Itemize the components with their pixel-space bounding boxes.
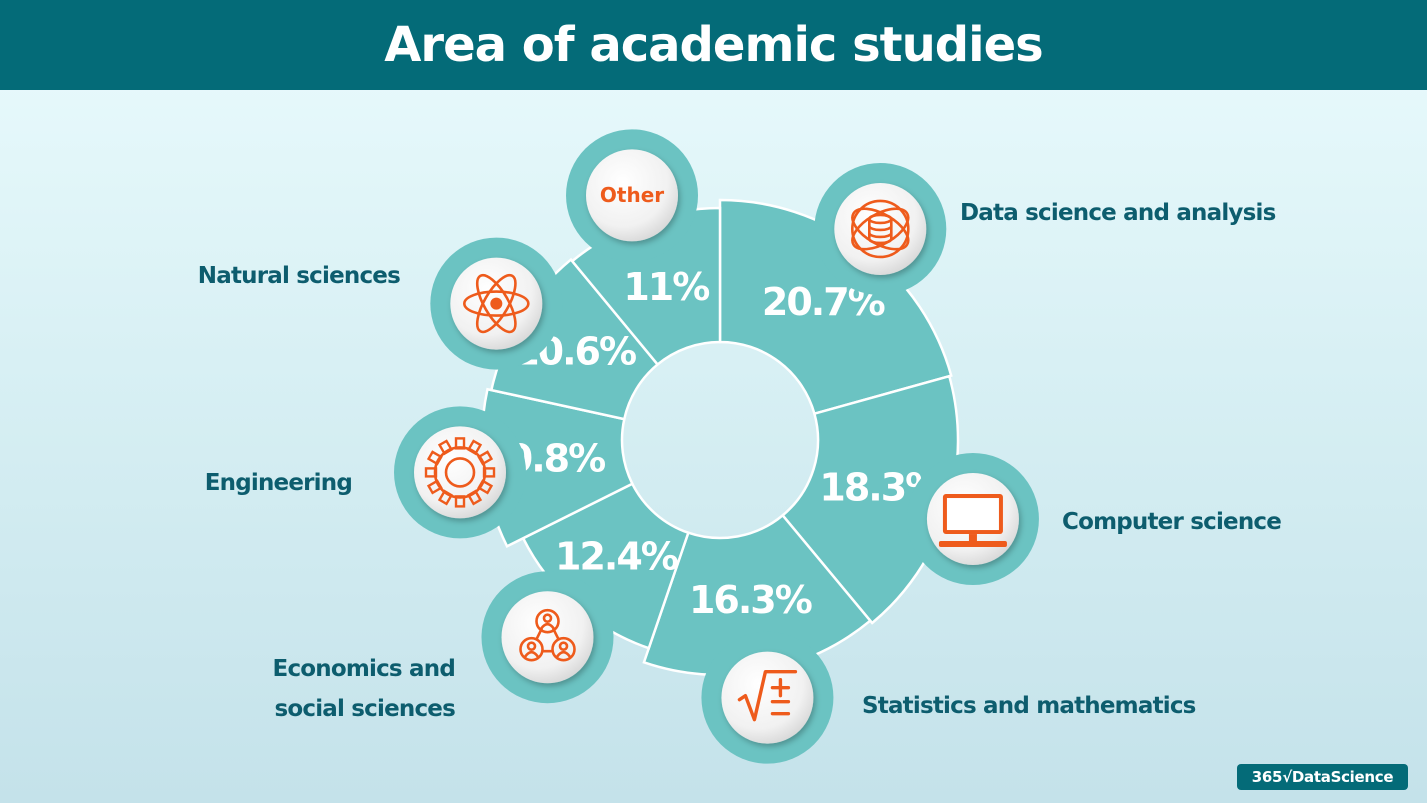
- category-label: Data science and analysis: [960, 200, 1276, 226]
- slices-group: [480, 198, 960, 677]
- header-bar: Area of academic studies: [0, 0, 1427, 90]
- gear-icon: [394, 406, 527, 539]
- other-badge-text: Other: [600, 183, 664, 207]
- category-label: Computer science: [1062, 509, 1281, 535]
- category-label: Economics and social sciences: [273, 656, 456, 722]
- category-labels-group: Data science and analysis Computer scienc…: [198, 200, 1282, 722]
- computer-icon: [906, 453, 1039, 586]
- page-title: Area of academic studies: [384, 17, 1043, 73]
- category-label: Engineering: [205, 470, 352, 496]
- icon-disc: [721, 651, 814, 744]
- slice-1: [780, 374, 960, 625]
- database-orbit-icon: [814, 162, 947, 295]
- icon-disc: [586, 149, 679, 242]
- icons-group: Other: [394, 129, 1039, 764]
- slice-0: [718, 198, 953, 416]
- percent-label: 16.3%: [689, 578, 812, 622]
- other-text-badge: Other: [566, 129, 699, 262]
- people-network-icon: [481, 571, 614, 704]
- icon-disc: [501, 591, 594, 684]
- percent-label: 11%: [623, 265, 709, 309]
- atom-icon: [430, 237, 563, 370]
- sqrt-plus-minus-icon: [701, 631, 834, 764]
- category-label: Natural sciences: [198, 263, 400, 289]
- percent-label: 12.4%: [555, 534, 678, 578]
- brand-logo: 365√DataScience: [1237, 764, 1408, 790]
- icon-disc: [414, 426, 507, 519]
- category-label: Statistics and mathematics: [862, 693, 1196, 719]
